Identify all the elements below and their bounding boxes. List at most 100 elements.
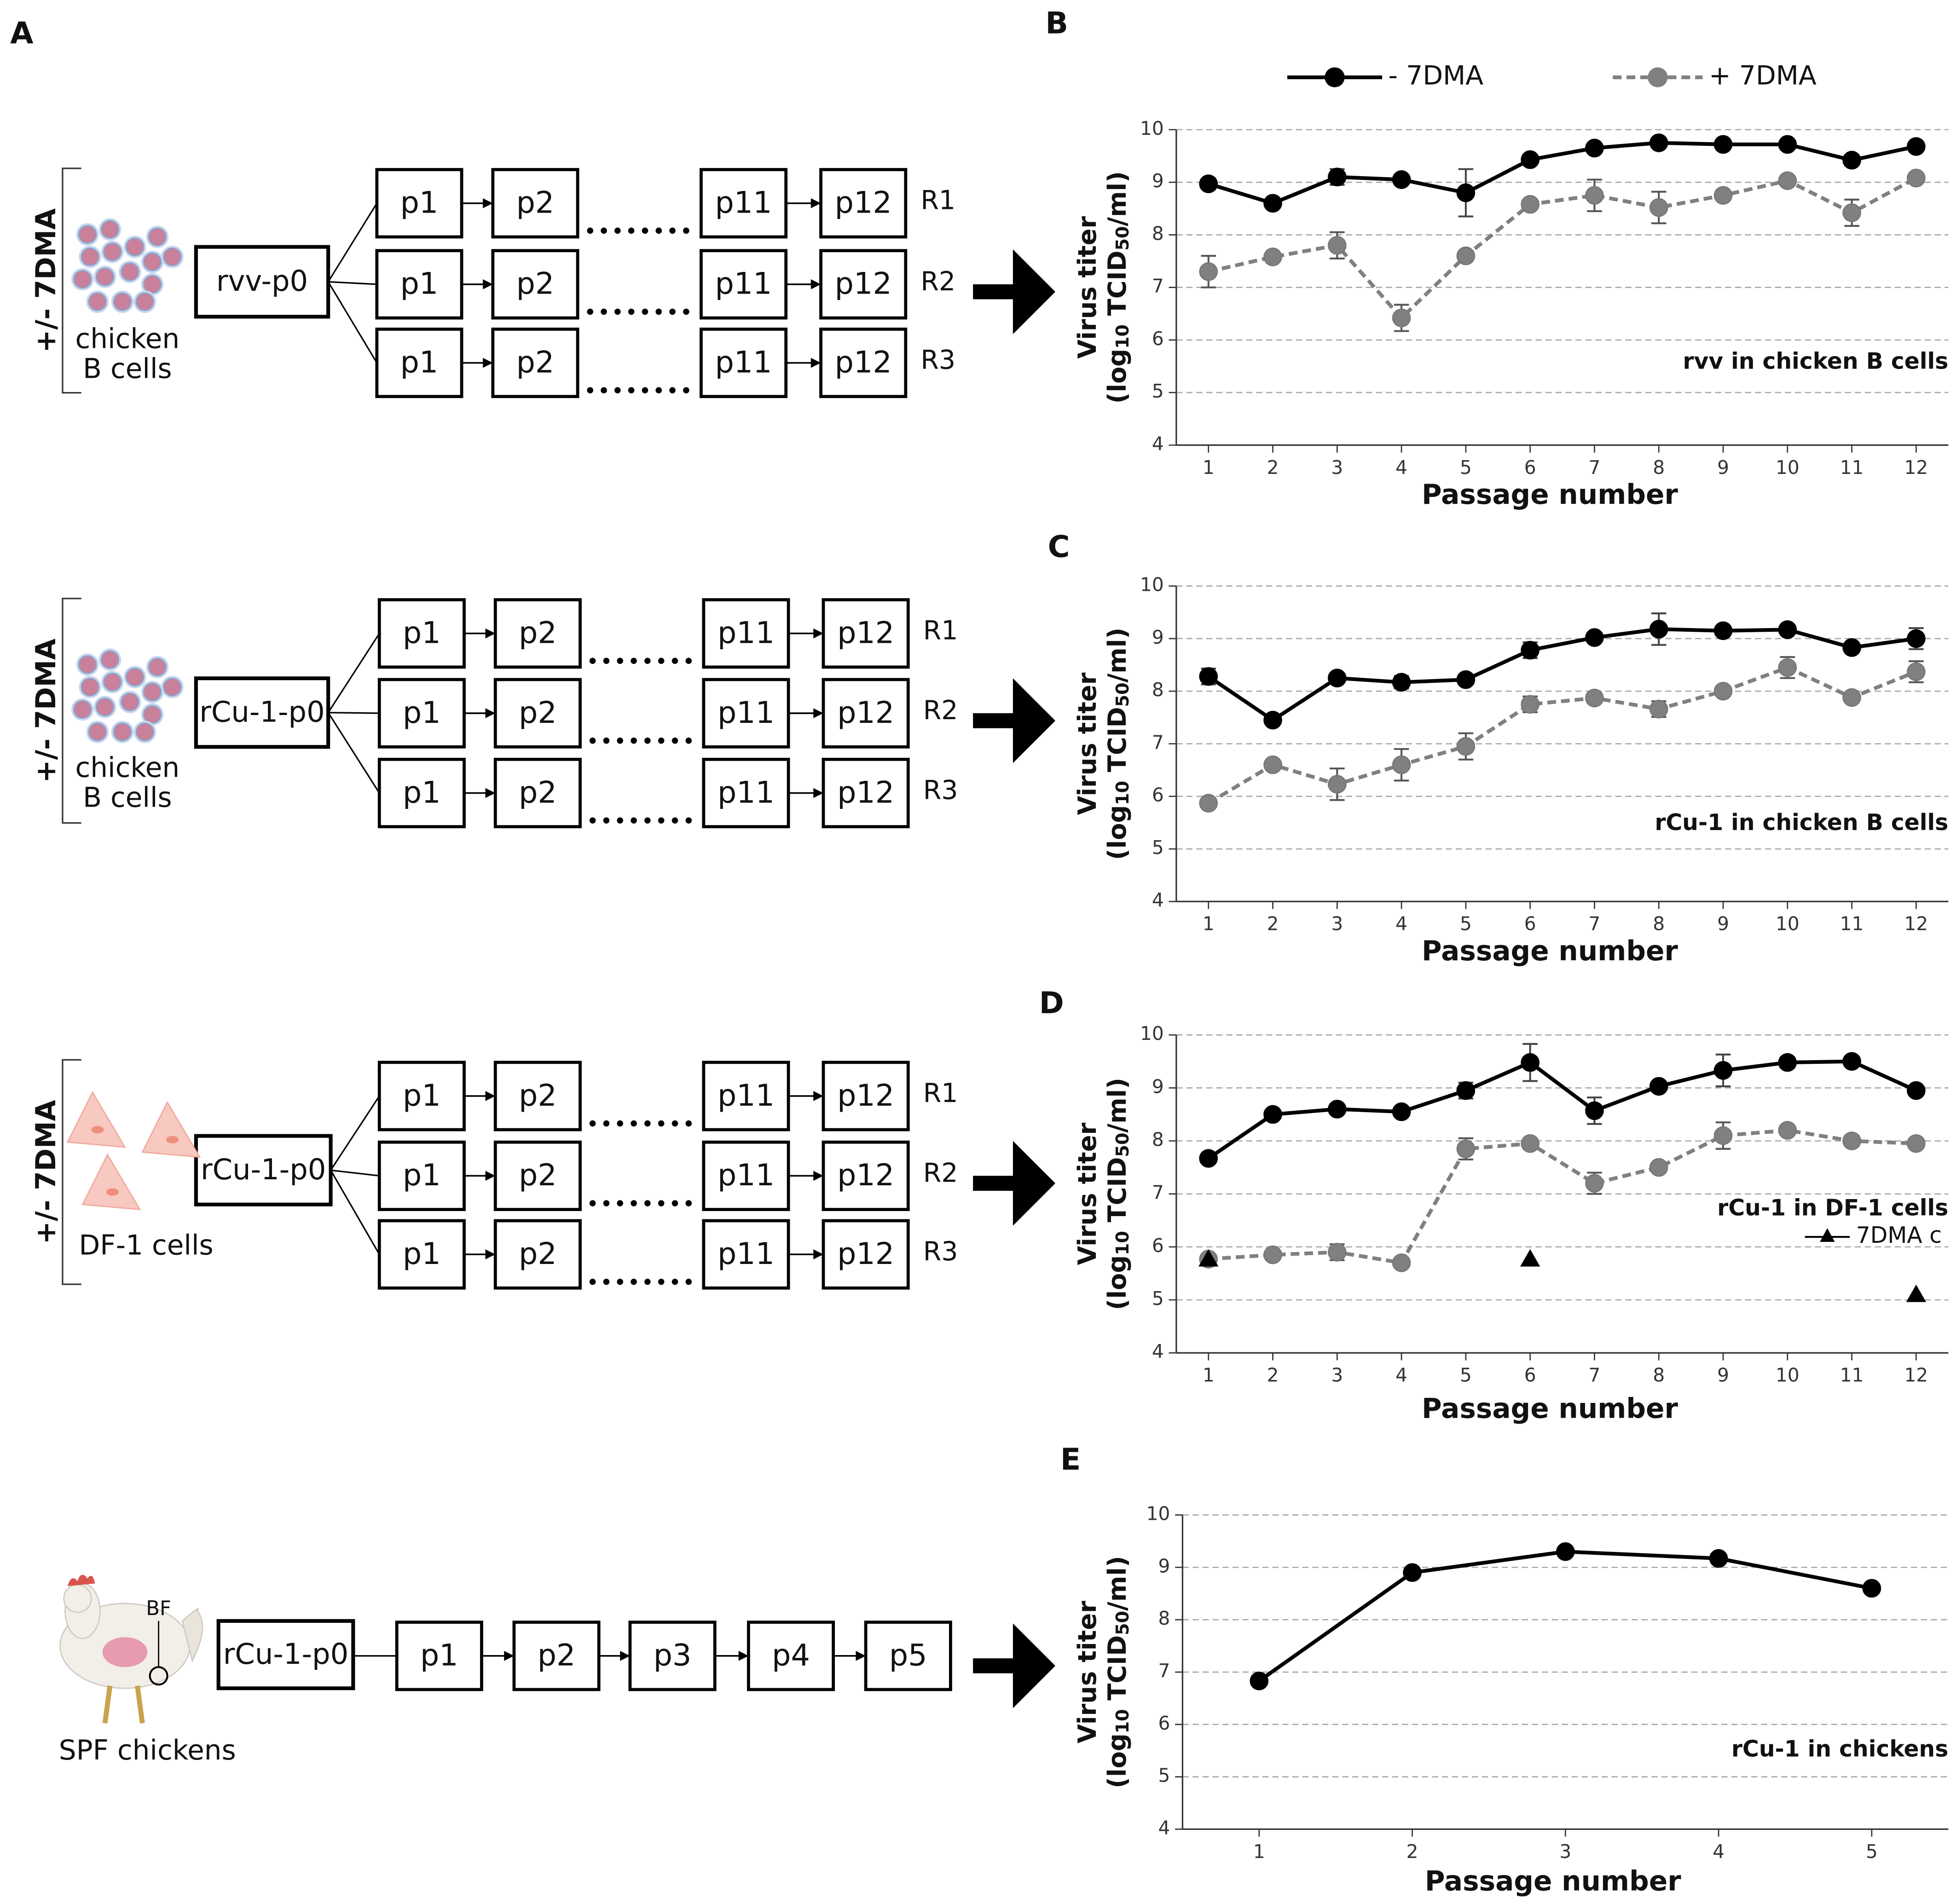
x-tick-label: 7 <box>1589 1364 1601 1386</box>
box-label: p11 <box>718 1237 775 1271</box>
box-label: p1 <box>400 345 439 380</box>
treatment: +/- 7DMA <box>30 208 62 353</box>
cell <box>143 275 162 294</box>
box-label: p12 <box>837 696 894 730</box>
y-axis-label-part: TCID <box>1103 1635 1132 1709</box>
box <box>493 1061 582 1131</box>
point <box>1263 1245 1282 1264</box>
point <box>1907 137 1926 156</box>
point <box>1649 1077 1668 1096</box>
panel-label: E <box>1060 1442 1081 1477</box>
cell <box>113 722 132 742</box>
fan-line <box>330 1096 380 1171</box>
point <box>1713 621 1733 640</box>
cell <box>148 227 167 247</box>
arrow-head <box>856 1650 866 1661</box>
point <box>1328 1243 1347 1262</box>
box-label: p2 <box>516 185 555 220</box>
point <box>1649 133 1668 152</box>
big-arrow <box>973 249 1056 335</box>
point <box>1585 1174 1604 1193</box>
x-tick-label: 9 <box>1717 913 1729 935</box>
y-tick-label: 9 <box>1158 1555 1170 1577</box>
y-tick-label: 6 <box>1158 1712 1170 1734</box>
cells-label: B cells <box>83 782 172 814</box>
point <box>1842 1052 1861 1071</box>
box <box>822 1061 910 1131</box>
cell <box>78 225 97 244</box>
cell <box>95 698 115 716</box>
point <box>1778 620 1797 639</box>
x-axis-label: Passage number <box>1422 479 1678 511</box>
box-label: p1 <box>403 616 441 650</box>
arrow-head <box>485 708 496 718</box>
x-tick-label: 9 <box>1717 456 1729 479</box>
y-tick-label: 8 <box>1152 222 1164 244</box>
box-label: p1 <box>403 1158 441 1193</box>
y-tick-label: 9 <box>1152 1075 1164 1097</box>
box <box>747 1621 835 1691</box>
box-label: p12 <box>835 267 892 301</box>
y-axis-label: Virus titer <box>1073 1123 1102 1265</box>
y-tick-label: 6 <box>1152 784 1164 806</box>
point <box>1199 667 1218 686</box>
x-tick-label: 2 <box>1267 456 1279 479</box>
nucleus <box>91 1126 104 1134</box>
point <box>1328 1100 1347 1119</box>
box <box>216 1619 355 1691</box>
box-label: p11 <box>718 775 775 810</box>
box-label: rvv-p0 <box>216 264 308 298</box>
y-tick-label: 6 <box>1152 1235 1164 1257</box>
annotation: rCu-1 in chicken B cells <box>1655 809 1948 836</box>
point <box>1263 194 1282 213</box>
point <box>1778 658 1797 677</box>
point <box>1250 1671 1269 1691</box>
arrow-head <box>504 1650 514 1661</box>
point <box>1649 699 1668 719</box>
box <box>377 1140 466 1211</box>
box <box>194 1134 333 1206</box>
point <box>1263 248 1282 266</box>
point <box>1392 1102 1411 1121</box>
box-label: p2 <box>519 1237 557 1271</box>
arrow-head <box>485 1091 496 1101</box>
x-tick-label: 2 <box>1406 1841 1418 1863</box>
point <box>1842 150 1861 170</box>
box <box>491 168 579 239</box>
box-label: p1 <box>403 696 441 730</box>
point <box>1709 1549 1728 1568</box>
box <box>493 757 582 829</box>
point <box>1521 695 1540 714</box>
y-axis-label-part: 50 <box>1113 1611 1133 1635</box>
cell <box>143 682 162 702</box>
arrow-head <box>485 1249 496 1259</box>
y-axis-label-part: /ml) <box>1103 628 1132 683</box>
arrow-head <box>485 788 496 798</box>
bracket <box>62 598 81 824</box>
big-arrow <box>973 1623 1056 1708</box>
cells-label: DF-1 cells <box>79 1229 213 1261</box>
arrow-head <box>738 1650 749 1661</box>
cell <box>163 247 182 266</box>
y-tick-label: 5 <box>1152 380 1164 402</box>
cell <box>81 677 99 697</box>
y-tick-label: 4 <box>1152 1340 1164 1362</box>
box <box>377 1061 466 1131</box>
point <box>1907 629 1926 648</box>
bracket <box>62 167 81 394</box>
point <box>1649 198 1668 217</box>
x-tick-label: 7 <box>1589 913 1601 935</box>
point <box>1649 620 1668 639</box>
x-tick-label: 9 <box>1717 1364 1729 1386</box>
cell <box>73 270 92 289</box>
y-tick-label: 10 <box>1140 574 1164 596</box>
cell <box>135 292 155 312</box>
series-line <box>1258 1550 1872 1683</box>
cell <box>120 692 139 711</box>
box-label: p1 <box>420 1639 458 1673</box>
box-label: p11 <box>715 345 772 380</box>
box-label: p4 <box>772 1639 810 1673</box>
treatment: +/- 7DMA <box>30 1100 62 1244</box>
x-tick-label: 10 <box>1776 913 1800 935</box>
